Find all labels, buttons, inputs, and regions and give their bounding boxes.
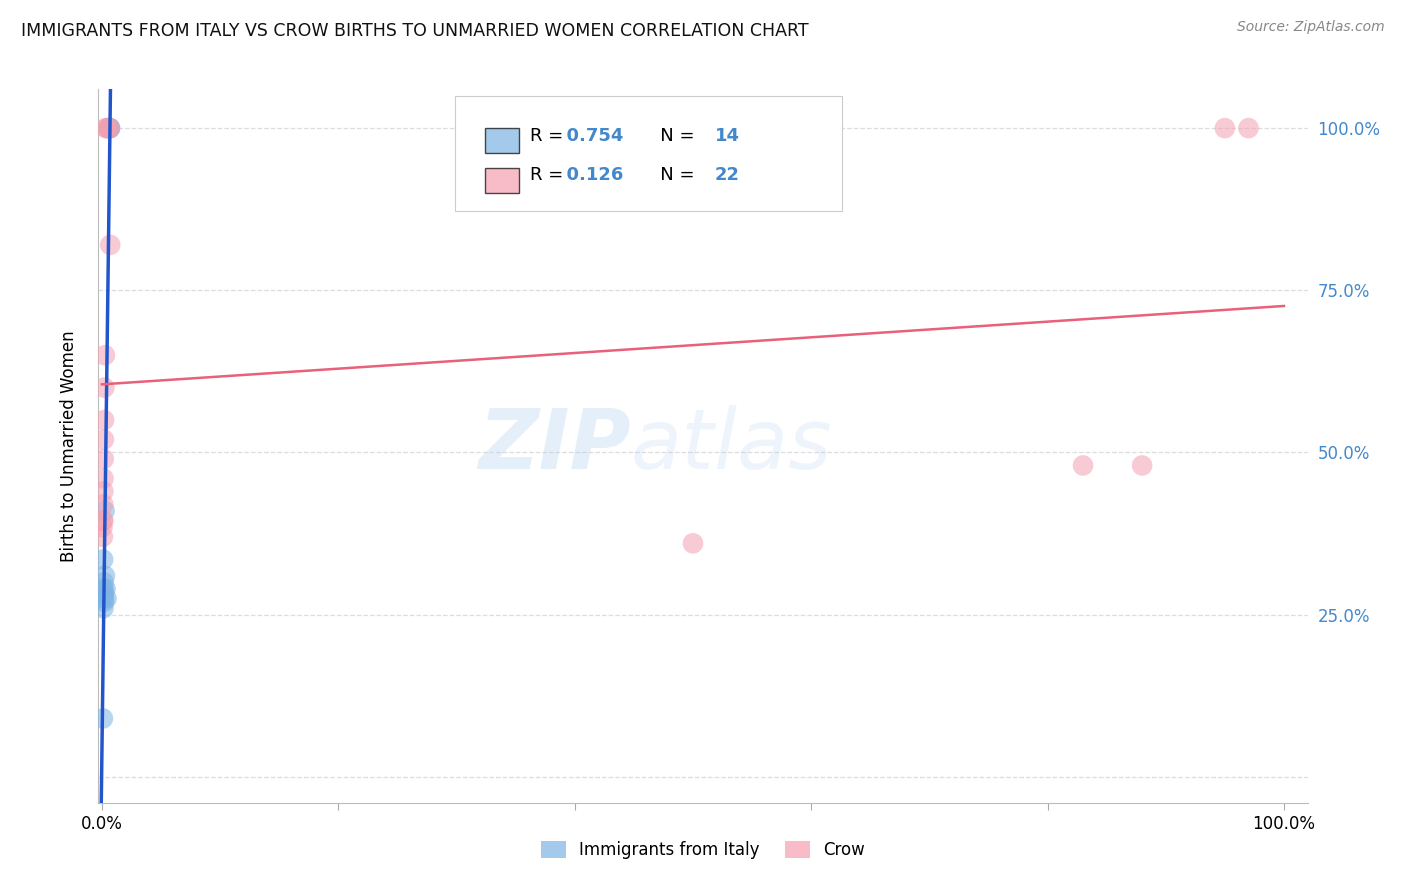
Point — [93, 484, 115, 499]
Point — [93, 595, 115, 609]
Y-axis label: Births to Unmarried Women: Births to Unmarried Women — [59, 330, 77, 562]
Text: N =: N = — [643, 166, 700, 184]
Point — [93, 582, 115, 596]
Point — [93, 471, 115, 485]
Point — [91, 497, 114, 511]
Point — [93, 601, 115, 615]
Text: R =: R = — [530, 166, 569, 184]
FancyBboxPatch shape — [456, 96, 842, 211]
Text: 22: 22 — [716, 166, 740, 184]
Point — [94, 348, 117, 362]
Point — [93, 452, 115, 467]
Text: IMMIGRANTS FROM ITALY VS CROW BIRTHS TO UNMARRIED WOMEN CORRELATION CHART: IMMIGRANTS FROM ITALY VS CROW BIRTHS TO … — [21, 22, 808, 40]
Text: 0.754: 0.754 — [554, 127, 624, 145]
Text: N =: N = — [643, 127, 700, 145]
Point — [93, 585, 115, 599]
Text: R =: R = — [530, 127, 569, 145]
Point — [91, 711, 114, 725]
Point — [1237, 121, 1260, 136]
Point — [98, 121, 121, 136]
Text: 14: 14 — [716, 127, 740, 145]
Point — [91, 530, 114, 544]
Point — [98, 121, 121, 136]
Point — [96, 591, 118, 606]
Point — [93, 433, 115, 447]
Point — [93, 381, 115, 395]
Point — [1130, 458, 1153, 473]
Point — [94, 121, 117, 136]
Point — [94, 582, 117, 596]
Point — [93, 575, 115, 590]
Point — [98, 121, 121, 136]
Point — [93, 413, 115, 427]
Text: ZIP: ZIP — [478, 406, 630, 486]
Point — [94, 568, 117, 582]
Point — [682, 536, 704, 550]
Point — [93, 504, 115, 518]
Text: atlas: atlas — [630, 406, 832, 486]
Text: 0.126: 0.126 — [554, 166, 624, 184]
Point — [98, 121, 121, 136]
Point — [96, 121, 118, 136]
Point — [91, 552, 114, 566]
Point — [1213, 121, 1236, 136]
FancyBboxPatch shape — [485, 128, 519, 153]
Point — [98, 238, 121, 252]
Point — [93, 588, 115, 602]
FancyBboxPatch shape — [485, 168, 519, 193]
Point — [98, 121, 121, 136]
Legend: Immigrants from Italy, Crow: Immigrants from Italy, Crow — [534, 834, 872, 866]
Point — [97, 121, 120, 136]
Point — [93, 591, 115, 606]
Point — [91, 520, 114, 534]
Text: Source: ZipAtlas.com: Source: ZipAtlas.com — [1237, 20, 1385, 34]
Point — [1071, 458, 1094, 473]
Point — [91, 514, 114, 528]
Point — [91, 514, 114, 528]
